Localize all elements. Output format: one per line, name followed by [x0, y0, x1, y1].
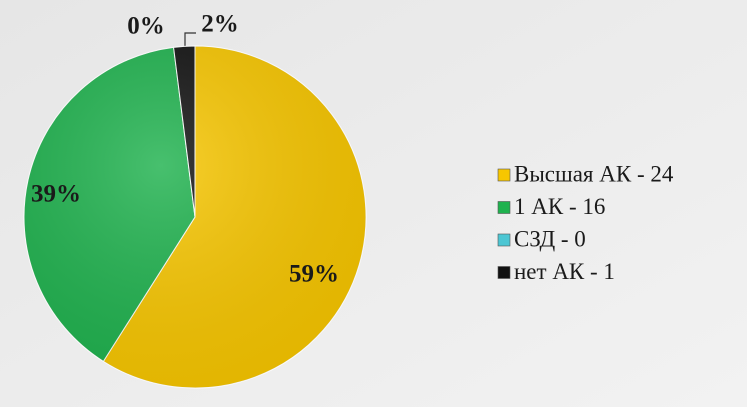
- legend-label: СЗД - 0: [514, 226, 586, 251]
- data-label: 59%: [289, 261, 339, 288]
- data-label: 2%: [201, 11, 239, 38]
- data-label: 39%: [31, 181, 81, 208]
- legend-swatch: [497, 233, 511, 247]
- legend-label: нет АК - 1: [514, 259, 615, 284]
- legend-swatch: [497, 201, 511, 214]
- data-label: 0%: [127, 13, 165, 40]
- legend-label: 1 АК - 16: [514, 194, 605, 219]
- legend-swatch: [497, 168, 511, 182]
- leader-line: [184, 32, 196, 50]
- legend-swatch: [497, 266, 511, 279]
- legend-label: Высшая АК - 24: [514, 161, 674, 186]
